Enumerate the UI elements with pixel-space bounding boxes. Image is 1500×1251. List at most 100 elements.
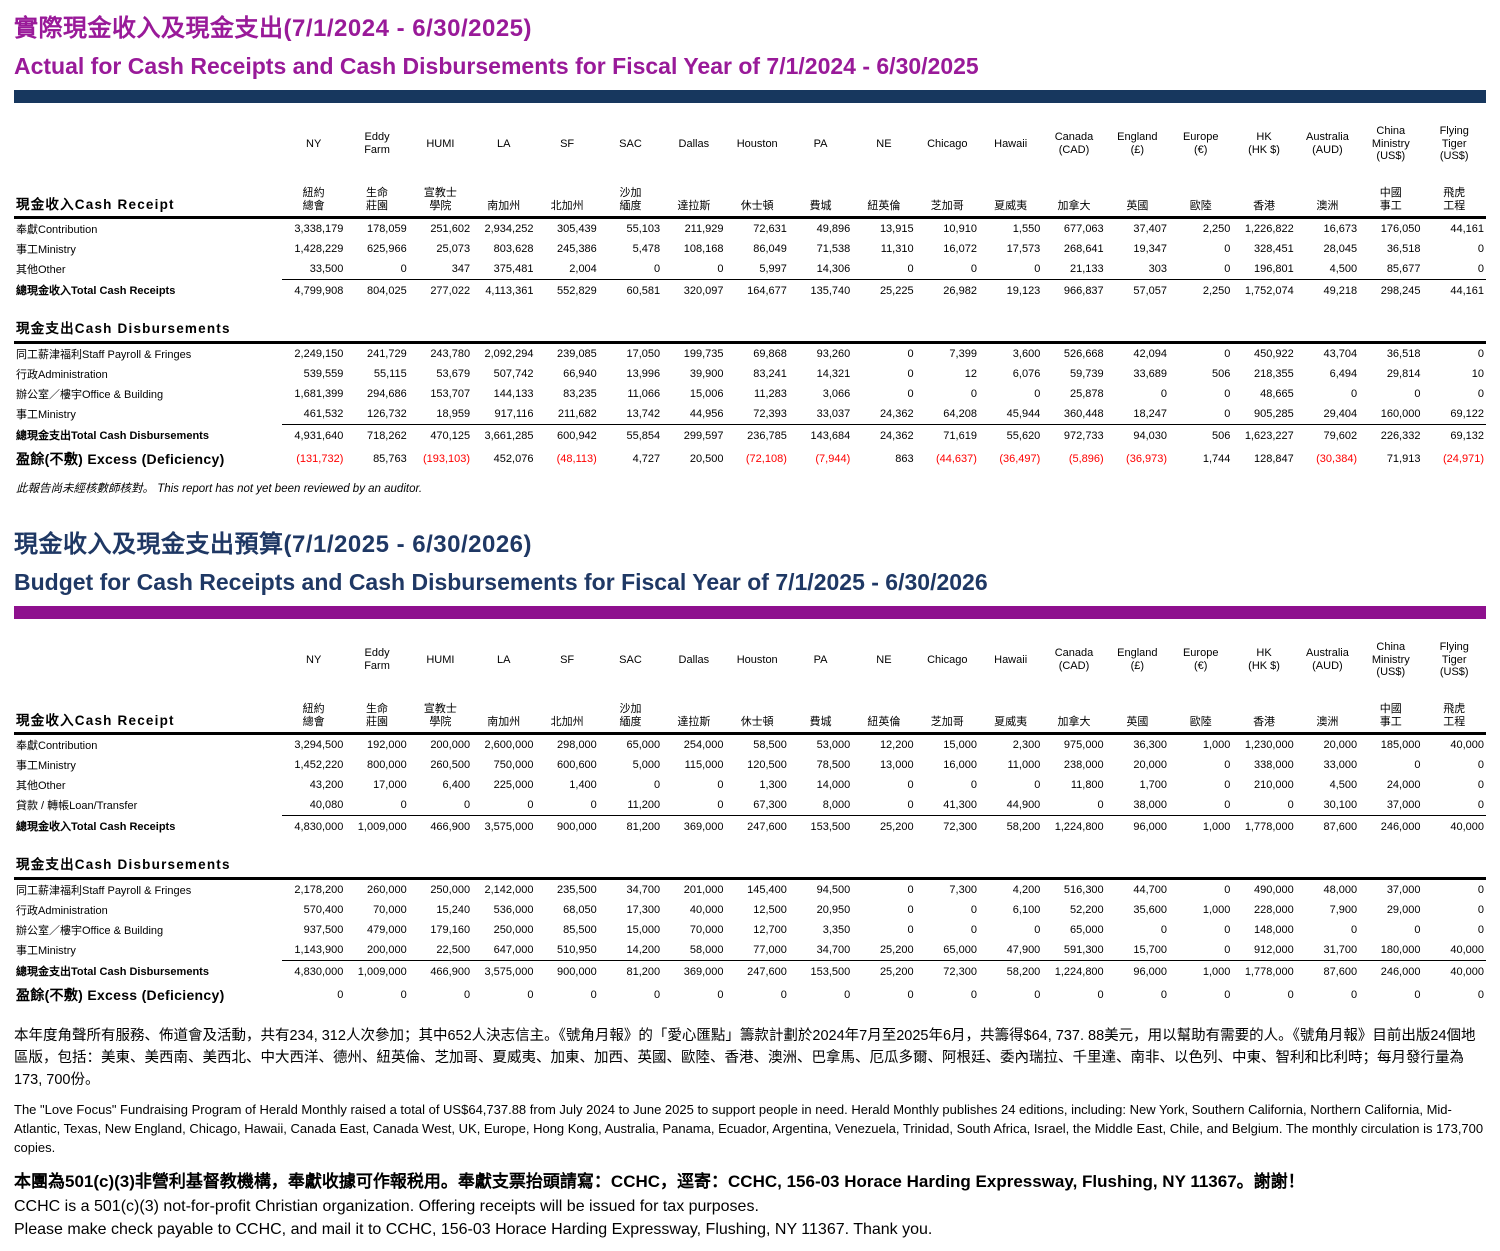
value-cell: 94,030 (1105, 424, 1170, 446)
value-cell: 0 (463, 989, 471, 1001)
row-label: 奉獻Contribution (16, 224, 98, 236)
value-cell: 40,000 (689, 904, 724, 916)
value-cell: 11,066 (627, 388, 661, 400)
value-cell: 0 (1224, 759, 1231, 771)
row-label: 奉獻Contribution (16, 740, 98, 752)
value-cell: 45,944 (1006, 408, 1041, 420)
value-cell: 40,000 (1422, 960, 1486, 982)
value-cell: 15,700 (1133, 944, 1168, 956)
value-cell: 461,532 (303, 408, 344, 420)
divider-bar-navy (14, 90, 1486, 103)
column-header-zh: 英國 (1105, 685, 1170, 735)
value-cell: 26,982 (915, 279, 979, 301)
column-header-zh: 香港 (1232, 685, 1296, 735)
column-header-zh: 澳洲 (1295, 685, 1360, 735)
column-header-en: Chicago (927, 137, 968, 150)
value-cell: 70,000 (689, 924, 724, 936)
value-cell: 128,847 (1253, 453, 1294, 465)
column-header-en: England (£) (1117, 131, 1158, 156)
value-cell: 0 (1097, 799, 1104, 811)
summary-paragraph-en: The "Love Focus" Fundraising Program of … (14, 1102, 1484, 1155)
column-header-zh: 中國 事工 (1359, 685, 1423, 735)
footer: 本年度角聲所有服務、佈道會及活動，共有234, 312人次參加；其中652人決志… (14, 1026, 1486, 1241)
value-cell: 0 (1287, 799, 1294, 811)
value-cell: 0 (1477, 263, 1484, 275)
row-label: 事工Ministry (16, 409, 76, 422)
excess-deficiency-row: 盈餘(不敷) Excess (Deficiency) 0 0 0 0 0 0 0 0 0 0 0 0 0 0… (14, 982, 1486, 1008)
receipt-row: 奉獻Contribution 3,338,179 178,059 251,602 2,9… (14, 218, 1486, 240)
value-cell: 900,000 (535, 960, 599, 982)
value-cell: 55,620 (978, 424, 1043, 446)
value-cell: 144,133 (493, 388, 534, 400)
value-cell: 72,300 (915, 815, 979, 837)
value-cell: 4,113,361 (472, 279, 536, 301)
value-cell: 55,115 (373, 368, 407, 380)
value-cell: 0 (1224, 408, 1231, 420)
value-cell: 0 (780, 989, 787, 1001)
value-cell: 85,677 (1386, 263, 1421, 275)
value-cell: 13,996 (626, 368, 661, 380)
excess-deficiency-row: 盈餘(不敷) Excess (Deficiency) (131,732) 85,76… (14, 446, 1486, 472)
value-cell: 0 (1034, 779, 1041, 791)
column-header-zh: 夏威夷 (978, 169, 1043, 219)
value-cell: 65,000 (626, 739, 661, 751)
value-cell: 2,250 (1202, 223, 1231, 235)
column-header-zh: 芝加哥 (915, 169, 979, 219)
column-header-en: Hawaii (994, 137, 1028, 150)
value-cell: 44,161 (1450, 223, 1484, 235)
value-cell: 3,338,179 (294, 223, 344, 235)
value-cell: 0 (1350, 989, 1358, 1001)
value-cell: 0 (463, 799, 471, 811)
column-header-zh: 休士頓 (725, 169, 789, 219)
value-cell: 0 (1160, 388, 1168, 400)
value-cell: 2,934,252 (484, 223, 534, 235)
value-cell: 247,600 (725, 960, 789, 982)
value-cell: 0 (907, 989, 914, 1001)
value-cell: 718,262 (345, 424, 409, 446)
value-cell: 539,559 (303, 368, 344, 380)
value-cell: 58,200 (978, 815, 1043, 837)
value-cell: 126,732 (366, 408, 407, 420)
value-cell: 3,661,285 (472, 424, 536, 446)
value-cell: 6,076 (1012, 368, 1041, 380)
value-cell: 226,332 (1359, 424, 1423, 446)
column-header-en: SF (560, 137, 575, 150)
value-cell: 37,407 (1133, 223, 1168, 235)
column-header-en: Chicago (927, 653, 968, 666)
value-cell: 24,362 (852, 424, 916, 446)
column-header-en: Dallas (678, 653, 710, 666)
value-cell: 218,355 (1253, 368, 1294, 380)
value-cell: 0 (1477, 924, 1484, 936)
value-cell: 228,000 (1253, 904, 1294, 916)
value-cell: 466,900 (408, 960, 473, 982)
value-cell: 81,200 (598, 960, 663, 982)
value-cell: 5,997 (759, 263, 787, 275)
value-cell: 12,200 (879, 739, 914, 751)
value-cell: 5,000 (632, 759, 661, 771)
value-cell: 58,500 (753, 739, 787, 751)
cash-disbursements-section-label: 現金支出Cash Disbursements (14, 301, 1486, 344)
value-cell: 4,727 (632, 453, 661, 465)
value-cell: 35,600 (1133, 904, 1168, 916)
value-cell: 479,000 (366, 924, 407, 936)
value-cell: 0 (970, 263, 977, 275)
value-cell: 0 (1477, 348, 1484, 360)
value-cell: 96,000 (1105, 960, 1170, 982)
column-header-zh: 北加州 (535, 685, 599, 735)
value-cell: 36,518 (1386, 348, 1421, 360)
value-cell: 36,300 (1133, 739, 1168, 751)
value-cell: 145,400 (747, 884, 787, 896)
column-header-en: Eddy Farm (364, 131, 390, 156)
row-label: 盈餘(不敷) Excess (Deficiency) (16, 451, 225, 467)
value-cell: 40,080 (309, 799, 344, 811)
value-cell: 338,000 (1253, 759, 1294, 771)
total-cash-receipts-row: 總現金收入Total Cash Receipts 4,799,908 804,025… (14, 279, 1486, 301)
value-cell: 53,679 (436, 368, 471, 380)
value-cell: 277,022 (408, 279, 473, 301)
receipt-row: 貸款 / 轉帳Loan/Transfer 40,080 0 0 0 0 11,200 0 67,… (14, 795, 1486, 816)
value-cell: 13,742 (626, 408, 661, 420)
value-cell: 41,300 (943, 799, 977, 811)
row-label: 行政Administration (16, 905, 108, 917)
value-cell: (193,103) (422, 453, 471, 465)
value-cell: 16,072 (943, 243, 977, 255)
